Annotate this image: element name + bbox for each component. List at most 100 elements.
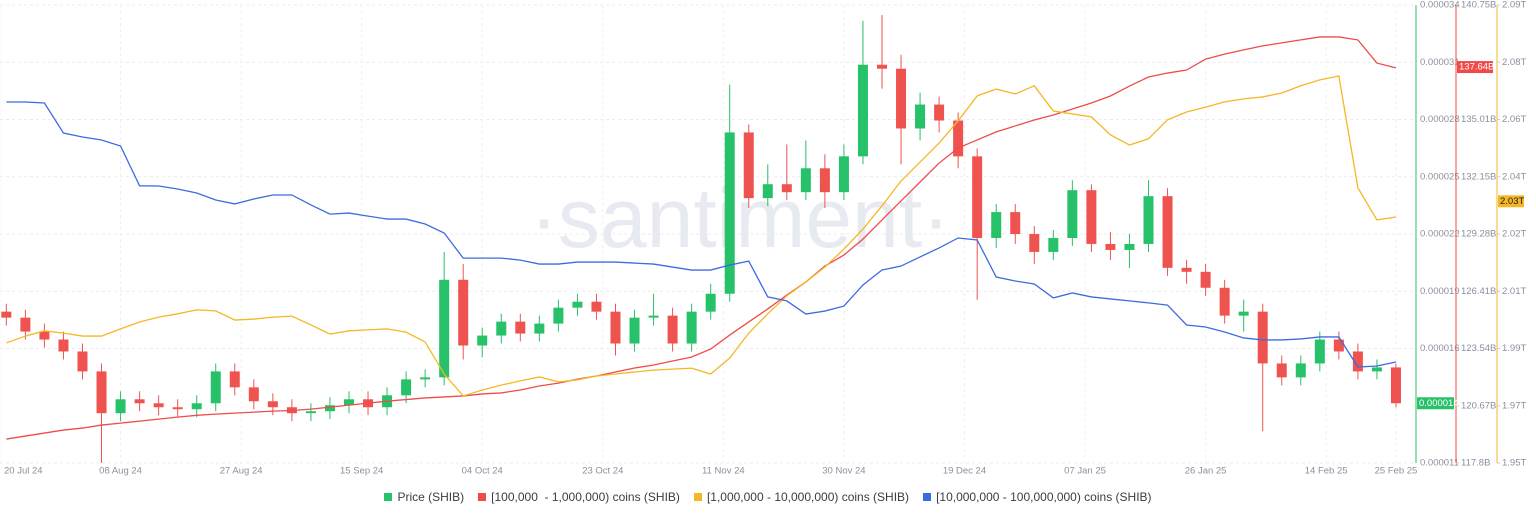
candle-body	[648, 315, 659, 318]
x-tick-label: 25 Feb 25	[1375, 466, 1418, 477]
y-tick-label: 0.000019	[1420, 286, 1460, 297]
y2-tick-label: 117.8B	[1461, 458, 1490, 469]
candle-body	[1124, 243, 1135, 250]
candle-body	[972, 156, 983, 238]
candle-body	[401, 379, 412, 396]
plot-area	[1, 14, 1401, 463]
value-badge-label: 0.000014	[1419, 398, 1459, 409]
value-badge	[1417, 397, 1454, 410]
legend-item[interactable]: [100,000 - 1,000,000) coins (SHIB)	[478, 490, 680, 504]
candle-body	[229, 371, 240, 388]
candle-body	[1333, 339, 1344, 352]
candle-body	[20, 317, 31, 332]
candle-body	[439, 279, 450, 378]
x-tick-label: 04 Oct 24	[462, 466, 503, 477]
legend-label: Price (SHIB)	[397, 490, 465, 504]
candle-body	[210, 371, 221, 404]
candle-body	[153, 403, 164, 408]
legend-label: [100,000 - 1,000,000) coins (SHIB)	[491, 490, 680, 504]
candle-body	[838, 156, 849, 193]
x-tick-label: 20 Jul 24	[4, 466, 43, 477]
y-tick-label: 0.000022	[1420, 229, 1460, 240]
x-tick-label: 27 Aug 24	[220, 466, 263, 477]
candle-body	[96, 371, 107, 414]
candle-body	[343, 399, 354, 406]
value-badge	[1498, 195, 1524, 208]
candle-body	[1371, 367, 1382, 372]
candle-body	[496, 321, 507, 336]
y3-tick-label: 2.04T	[1502, 171, 1526, 182]
candle-body	[743, 132, 754, 199]
legend-item[interactable]: Price (SHIB)	[384, 490, 464, 504]
candle-body	[1181, 267, 1192, 272]
candle-body	[1105, 243, 1116, 250]
candle-body	[667, 315, 678, 344]
legend-swatch	[478, 493, 487, 501]
x-tick-label: 26 Jan 25	[1185, 466, 1227, 477]
legend-label: [1,000,000 - 10,000,000) coins (SHIB)	[706, 490, 910, 504]
candle-body	[876, 64, 887, 69]
candle-body	[58, 339, 69, 352]
x-tick-label: 19 Dec 24	[943, 466, 986, 477]
candle-body	[267, 401, 278, 408]
y-tick-label: 0.000016	[1420, 343, 1460, 354]
candle-body	[572, 301, 583, 308]
candle-body	[1067, 190, 1078, 238]
candle-body	[477, 335, 488, 346]
candle-body	[991, 212, 1002, 238]
y-tick-label: 0.000025	[1420, 171, 1460, 182]
series-line	[6, 101, 1397, 368]
x-tick-label: 11 Nov 24	[702, 466, 745, 477]
x-tick-label: 14 Feb 25	[1305, 466, 1348, 477]
candle-body	[781, 184, 792, 193]
candle-body	[629, 317, 640, 344]
candle-body	[1314, 339, 1325, 364]
candle-body	[1162, 196, 1173, 268]
x-tick-label: 30 Nov 24	[822, 466, 865, 477]
candle-body	[1048, 237, 1059, 252]
candle-body	[1029, 234, 1040, 252]
candle-body	[515, 321, 526, 334]
candle-body	[762, 184, 773, 199]
y3-tick-label: 2.09T	[1502, 0, 1526, 11]
candle-body	[1257, 311, 1268, 364]
y-tick-label: 0.000011	[1420, 458, 1459, 469]
candle-body	[1276, 363, 1287, 378]
y3-tick-label: 1.95T	[1502, 458, 1526, 469]
candle-body	[305, 411, 316, 414]
candle-body	[934, 104, 945, 121]
x-tick-label: 08 Aug 24	[99, 466, 142, 477]
candle-body	[191, 403, 202, 410]
series-line	[6, 36, 1397, 440]
candle-body	[705, 293, 716, 312]
legend-label: [10,000,000 - 100,000,000) coins (SHIB)	[936, 490, 1152, 504]
candle-body	[1238, 311, 1249, 316]
candle-body	[896, 68, 907, 129]
axes: 0.000011 0.000016 0.000019 0.000022 0.000025…	[4, 0, 1526, 477]
y2-tick-label: 132.15B	[1461, 171, 1496, 182]
x-tick-label: 15 Sep 24	[340, 466, 383, 477]
y2-tick-label: 123.54B	[1461, 343, 1496, 354]
chart: ·santiment· 0.0000110.0000160.0000190.00…	[0, 0, 1526, 477]
y-tick-label: 0.000034	[1420, 0, 1460, 11]
y2-tick-label: 135.01B	[1461, 114, 1496, 125]
candle-body	[1390, 367, 1401, 404]
y-tick-label: 0.000028	[1420, 114, 1460, 125]
candle-body	[1086, 190, 1097, 244]
value-badge	[1457, 61, 1493, 74]
legend-item[interactable]: [10,000,000 - 100,000,000) coins (SHIB)	[923, 490, 1152, 504]
candle-body	[800, 168, 811, 193]
y3-tick-label: 1.99T	[1502, 343, 1526, 354]
candle-body	[857, 64, 868, 157]
legend: Price (SHIB) [100,000 - 1,000,000) coins …	[0, 490, 1536, 504]
candle-body	[77, 351, 88, 372]
candle-body	[819, 168, 830, 193]
legend-swatch	[693, 493, 702, 501]
legend-item[interactable]: [1,000,000 - 10,000,000) coins (SHIB)	[693, 490, 910, 504]
value-badge-label: 137.64B	[1459, 62, 1494, 73]
candle-body	[1352, 351, 1363, 372]
series-line	[6, 75, 1397, 397]
candle-body	[134, 399, 145, 404]
y3-tick-label: 1.97T	[1502, 400, 1526, 411]
